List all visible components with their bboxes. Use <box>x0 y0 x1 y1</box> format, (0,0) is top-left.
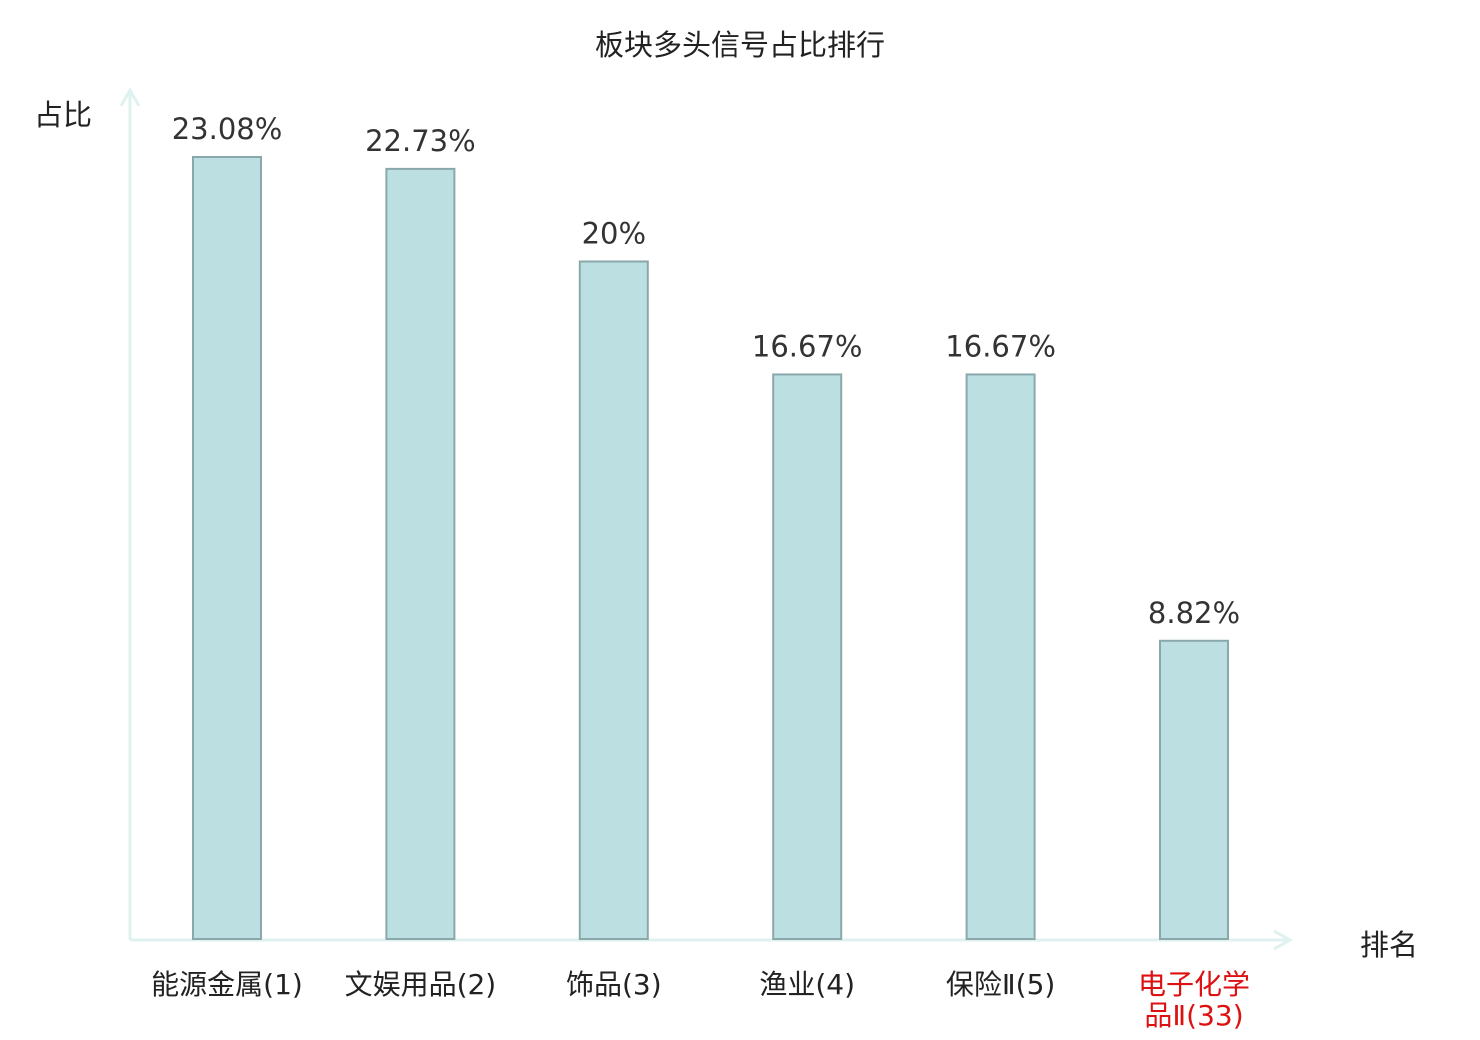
bar <box>772 373 843 941</box>
x-tick-label: 渔业(4) <box>759 968 855 1001</box>
x-tick-label: 文娱用品(2) <box>345 968 497 1001</box>
x-tick-label: 电子化学 <box>1138 968 1250 1001</box>
bar <box>385 167 456 941</box>
bar <box>965 373 1036 941</box>
chart-title: 板块多头信号占比排行 <box>594 28 885 62</box>
bar-value-label: 22.73% <box>365 124 476 158</box>
x-tick-label: 保险Ⅱ(5) <box>946 968 1055 1001</box>
bar-value-label: 16.67% <box>752 329 863 363</box>
bar-value-label: 20% <box>582 216 646 250</box>
y-axis-label: 占比 <box>34 98 93 132</box>
bar <box>578 260 649 940</box>
x-tick-label: 饰品(3) <box>566 968 662 1001</box>
bar-value-label: 23.08% <box>172 112 283 146</box>
bar <box>192 156 262 940</box>
bar <box>1159 639 1229 940</box>
y-axis-arrow <box>119 86 141 107</box>
bar-value-label: 8.82% <box>1148 596 1240 630</box>
x-axis-label: 排名 <box>1360 928 1419 962</box>
x-tick-label: 能源金属(1) <box>151 968 303 1001</box>
bar-value-label: 16.67% <box>945 329 1056 363</box>
x-tick-label: 品Ⅱ(33) <box>1144 999 1243 1032</box>
x-axis-arrow <box>1273 929 1294 951</box>
